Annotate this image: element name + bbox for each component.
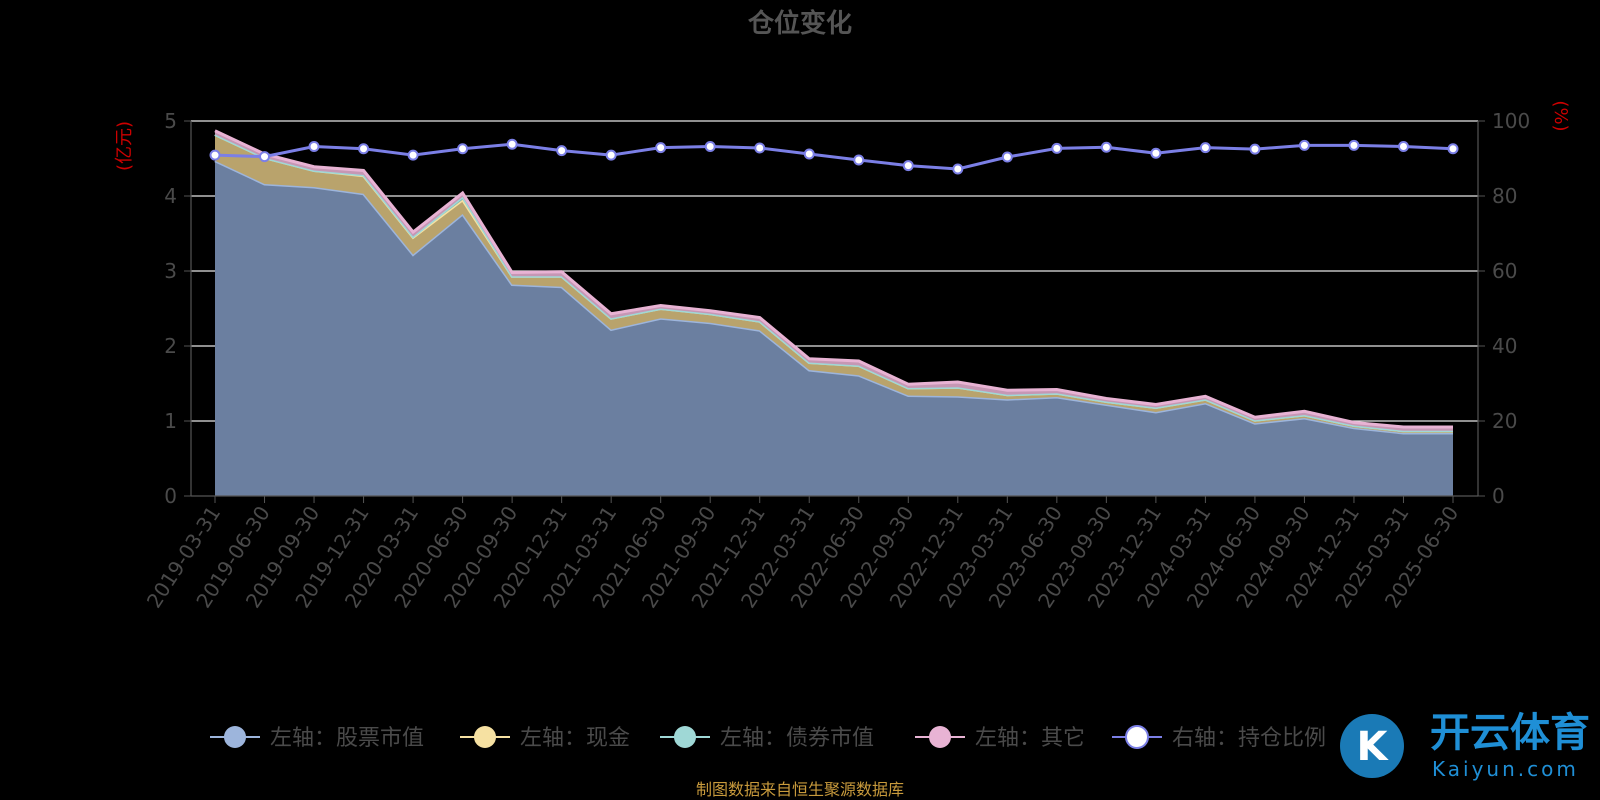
left-axis-tick-label: 1 <box>164 409 177 433</box>
chart-title: 仓位变化 <box>747 8 852 39</box>
ratio-line-path <box>214 142 1454 171</box>
legend: 左轴：股票市值 左轴：现金 左轴：债券市值 左轴：其它 右轴：持仓比例 <box>210 725 1326 751</box>
ratio-point <box>506 138 518 150</box>
legend-label: 左轴：现金 <box>520 726 630 751</box>
right-axis-tick-label: 0 <box>1492 484 1505 508</box>
ratio-point <box>1348 139 1360 151</box>
watermark-logo-letter: K <box>1357 724 1390 770</box>
left-axis-tick-label: 2 <box>164 334 177 358</box>
ratio-point <box>655 142 667 154</box>
left-axis-unit: (亿元) <box>114 121 135 171</box>
right-axis-tick-label: 40 <box>1492 334 1517 358</box>
ratio-point <box>803 148 815 160</box>
ratio-point <box>1447 143 1459 155</box>
right-axis-tick-label: 80 <box>1492 184 1517 208</box>
right-axis-tick-label: 20 <box>1492 409 1517 433</box>
ratio-point <box>1001 151 1013 163</box>
ratio-point <box>1100 141 1112 153</box>
ratio-point <box>407 149 419 161</box>
legend-marker <box>1125 725 1149 749</box>
area-1 <box>215 160 1453 496</box>
right-axis-unit: (%) <box>1550 100 1571 131</box>
left-axis-tick-label: 0 <box>164 484 177 508</box>
left-axis-tick-label: 5 <box>164 109 177 133</box>
ratio-point <box>704 141 716 152</box>
ratio-point <box>308 141 320 152</box>
ratio-point <box>358 143 370 155</box>
ratio-point <box>754 142 766 154</box>
kaiyun-watermark: K 开云体育 Kaiyun.com <box>1340 710 1590 781</box>
ratio-point <box>853 154 865 166</box>
ratio-point <box>1298 139 1310 151</box>
watermark-brand: 开云体育 <box>1430 710 1590 756</box>
right-axis-tick-label: 100 <box>1492 109 1530 133</box>
legend-label: 左轴：其它 <box>975 726 1085 751</box>
area-edge-4 <box>214 129 1453 429</box>
legend-marker <box>224 726 246 748</box>
ratio-point <box>1249 143 1261 155</box>
ratio-point <box>1150 147 1162 159</box>
position-ratio-line <box>209 138 1459 175</box>
ratio-point <box>1051 142 1063 154</box>
legend-label: 左轴：股票市值 <box>270 726 424 751</box>
legend-marker <box>674 726 696 748</box>
ratio-point <box>1397 141 1409 152</box>
ratio-point <box>209 149 221 161</box>
legend-marker <box>929 726 951 748</box>
watermark-sub: Kaiyun.com <box>1432 757 1579 781</box>
legend-label: 左轴：债券市值 <box>720 726 874 751</box>
left-axis-tick-label: 4 <box>164 184 177 208</box>
legend-marker <box>474 726 496 748</box>
right-axis-tick-label: 60 <box>1492 259 1517 283</box>
legend-label: 右轴：持仓比例 <box>1172 726 1326 751</box>
left-axis-tick-label: 3 <box>164 259 177 283</box>
data-source-note: 制图数据来自恒生聚源数据库 <box>696 780 904 799</box>
ratio-point <box>1199 142 1211 154</box>
ratio-point <box>259 151 271 163</box>
stacked-areas <box>214 129 1453 496</box>
watermark-logo-icon <box>1340 714 1404 778</box>
ratio-point <box>457 143 469 155</box>
ratio-point <box>605 149 617 161</box>
ratio-point <box>556 145 568 157</box>
ratio-point <box>902 160 914 172</box>
ratio-point <box>952 163 964 175</box>
